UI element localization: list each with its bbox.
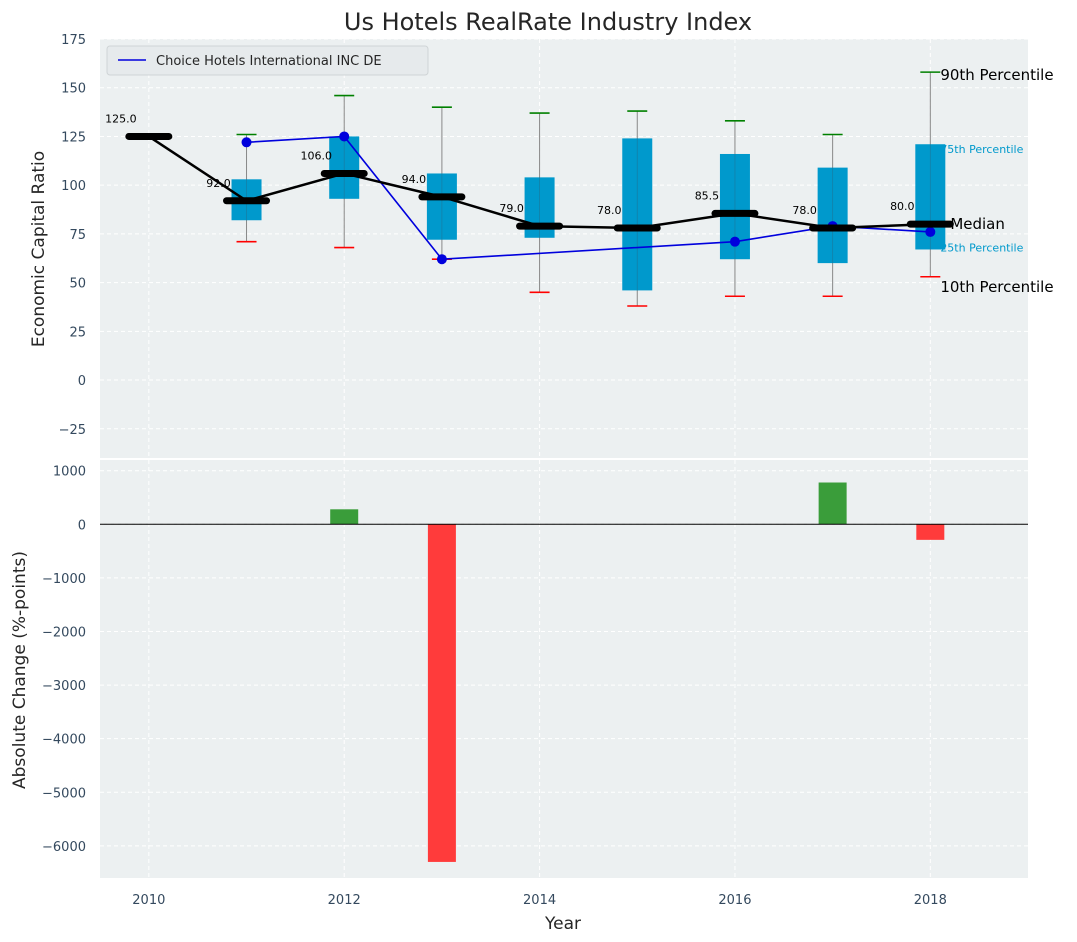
median-value-label: 85.5 <box>695 189 720 202</box>
median-value-label: 125.0 <box>105 112 137 125</box>
x-tick-label: 2018 <box>914 893 947 908</box>
change-bar <box>916 524 945 540</box>
annotation-median: Median <box>950 215 1005 233</box>
legend-box <box>106 45 429 76</box>
median-value-label: 94.0 <box>402 173 427 186</box>
median-value-label: 92.0 <box>206 177 231 190</box>
change-bar <box>330 509 359 525</box>
bottom-y-tick-label: −2000 <box>42 625 86 640</box>
company-point <box>436 254 447 265</box>
bottom-y-tick-label: −6000 <box>42 840 86 855</box>
company-point <box>925 226 936 237</box>
bottom-panel: −6000 −5000 −4000 −3000 −2000 −1000 0 1000 2010 2… <box>42 460 1028 908</box>
x-tick-label: 2014 <box>523 893 556 908</box>
top-y-tick-label: 75 <box>69 228 86 243</box>
change-bar <box>818 482 847 525</box>
median-value-label: 79.0 <box>499 202 524 215</box>
bottom-y-tick-label: 1000 <box>53 465 86 480</box>
top-y-tick-label: 125 <box>61 130 86 145</box>
top-y-axis-label: Economic Capital Ratio <box>29 151 49 347</box>
top-y-tick-label: 0 <box>78 374 86 389</box>
top-plot-area <box>100 39 1028 458</box>
bottom-plot-area <box>100 460 1028 878</box>
top-y-tick-label: 150 <box>61 82 86 97</box>
chart-title: Us Hotels RealRate Industry Index <box>344 8 752 36</box>
legend-entry: Choice Hotels International INC DE <box>156 54 382 69</box>
top-y-tick-label: 50 <box>69 277 86 292</box>
annotation-25th-percentile: 25th Percentile <box>940 241 1023 254</box>
x-tick-label: 2010 <box>132 893 165 908</box>
bottom-y-tick-label: −4000 <box>42 733 86 748</box>
bottom-y-axis-label: Absolute Change (%-points) <box>10 551 30 789</box>
bottom-y-tick-label: 0 <box>78 518 86 533</box>
company-point <box>729 236 740 247</box>
bottom-y-tick-label: −1000 <box>42 572 86 587</box>
bottom-y-tick-label: −3000 <box>42 679 86 694</box>
top-y-tick-label: 25 <box>69 325 86 340</box>
top-panel: −25 0 25 50 75 100 125 150 175 125.0 92.0 106.0 94.0… <box>59 33 1054 458</box>
x-tick-label: 2016 <box>718 893 751 908</box>
annotation-75th-percentile: 75th Percentile <box>940 143 1023 156</box>
x-axis-label: Year <box>544 914 581 934</box>
legend: Choice Hotels International INC DE <box>106 45 429 76</box>
top-y-tick-label: 175 <box>61 33 86 48</box>
median-value-label: 106.0 <box>300 149 332 162</box>
bottom-y-tick-label: −5000 <box>42 786 86 801</box>
median-value-label: 78.0 <box>597 204 622 217</box>
top-y-tick-label: −25 <box>59 423 86 438</box>
median-value-label: 78.0 <box>792 204 817 217</box>
company-point <box>241 137 252 148</box>
x-tick-label: 2012 <box>328 893 361 908</box>
median-value-label: 80.0 <box>890 200 915 213</box>
change-bar <box>427 524 456 862</box>
top-y-tick-label: 100 <box>61 179 86 194</box>
company-point <box>339 131 350 142</box>
annotation-10th-percentile: 10th Percentile <box>940 278 1053 296</box>
annotation-90th-percentile: 90th Percentile <box>940 66 1053 84</box>
